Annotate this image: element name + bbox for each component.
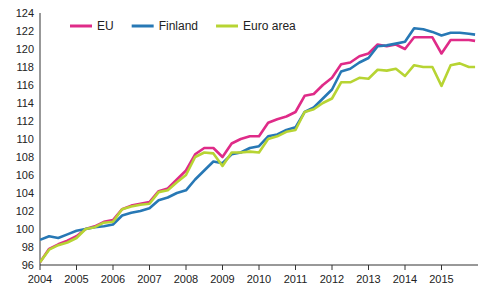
x-tick bbox=[368, 265, 369, 270]
y-tick-label: 116 bbox=[16, 79, 34, 91]
x-tick-label: 2006 bbox=[101, 273, 125, 285]
y-tick-label: 96 bbox=[22, 259, 34, 271]
x-tick-label: 2008 bbox=[174, 273, 198, 285]
y-tick-label: 102 bbox=[16, 205, 34, 217]
legend-swatch bbox=[132, 25, 154, 28]
y-tick-label: 124 bbox=[16, 7, 34, 19]
x-tick-label: 2004 bbox=[28, 273, 52, 285]
y-tick-label: 106 bbox=[16, 169, 34, 181]
y-tick-label: 122 bbox=[16, 25, 34, 37]
x-tick bbox=[405, 265, 406, 270]
x-tick-label: 2005 bbox=[64, 273, 88, 285]
chart: 96 98 100 102 104 106 108 110 112 114 116 118 120 122… bbox=[0, 0, 491, 302]
x-tick-label: 2011 bbox=[284, 273, 308, 285]
legend-label: EU bbox=[97, 19, 114, 33]
x-tick bbox=[332, 265, 333, 270]
x-tick bbox=[113, 265, 114, 270]
x-tick-label: 2013 bbox=[356, 273, 380, 285]
series-line bbox=[40, 37, 475, 262]
y-tick-label: 104 bbox=[16, 187, 34, 199]
legend-swatch bbox=[70, 25, 92, 28]
y-tick-label: 112 bbox=[16, 115, 34, 127]
x-tick-label: 2015 bbox=[429, 273, 453, 285]
legend-swatch bbox=[216, 25, 238, 28]
legend-label: Euro area bbox=[243, 19, 296, 33]
x-tick-label: 2014 bbox=[393, 273, 417, 285]
x-tick bbox=[259, 265, 260, 270]
y-axis-line bbox=[40, 13, 41, 265]
y-tick-label: 118 bbox=[16, 61, 34, 73]
x-tick bbox=[149, 265, 150, 270]
legend: EU Finland Euro area bbox=[70, 19, 296, 33]
x-tick bbox=[222, 265, 223, 270]
y-tick-label: 108 bbox=[16, 151, 34, 163]
x-tick-label: 2012 bbox=[320, 273, 344, 285]
plot-lines bbox=[40, 28, 475, 262]
x-tick-label: 2007 bbox=[137, 273, 161, 285]
x-tick bbox=[76, 265, 77, 270]
y-tick-label: 114 bbox=[16, 97, 34, 109]
x-tick bbox=[441, 265, 442, 270]
x-tick bbox=[40, 265, 41, 270]
y-tick-label: 110 bbox=[16, 133, 34, 145]
y-tick-label: 120 bbox=[16, 43, 34, 55]
series-line bbox=[40, 28, 475, 240]
x-tick bbox=[295, 265, 296, 270]
y-tick-label: 100 bbox=[16, 223, 34, 235]
x-tick-label: 2009 bbox=[210, 273, 234, 285]
x-tick bbox=[186, 265, 187, 270]
y-tick-label: 98 bbox=[22, 241, 34, 253]
x-tick-label: 2010 bbox=[247, 273, 271, 285]
legend-label: Finland bbox=[159, 19, 198, 33]
series-line bbox=[40, 63, 475, 262]
